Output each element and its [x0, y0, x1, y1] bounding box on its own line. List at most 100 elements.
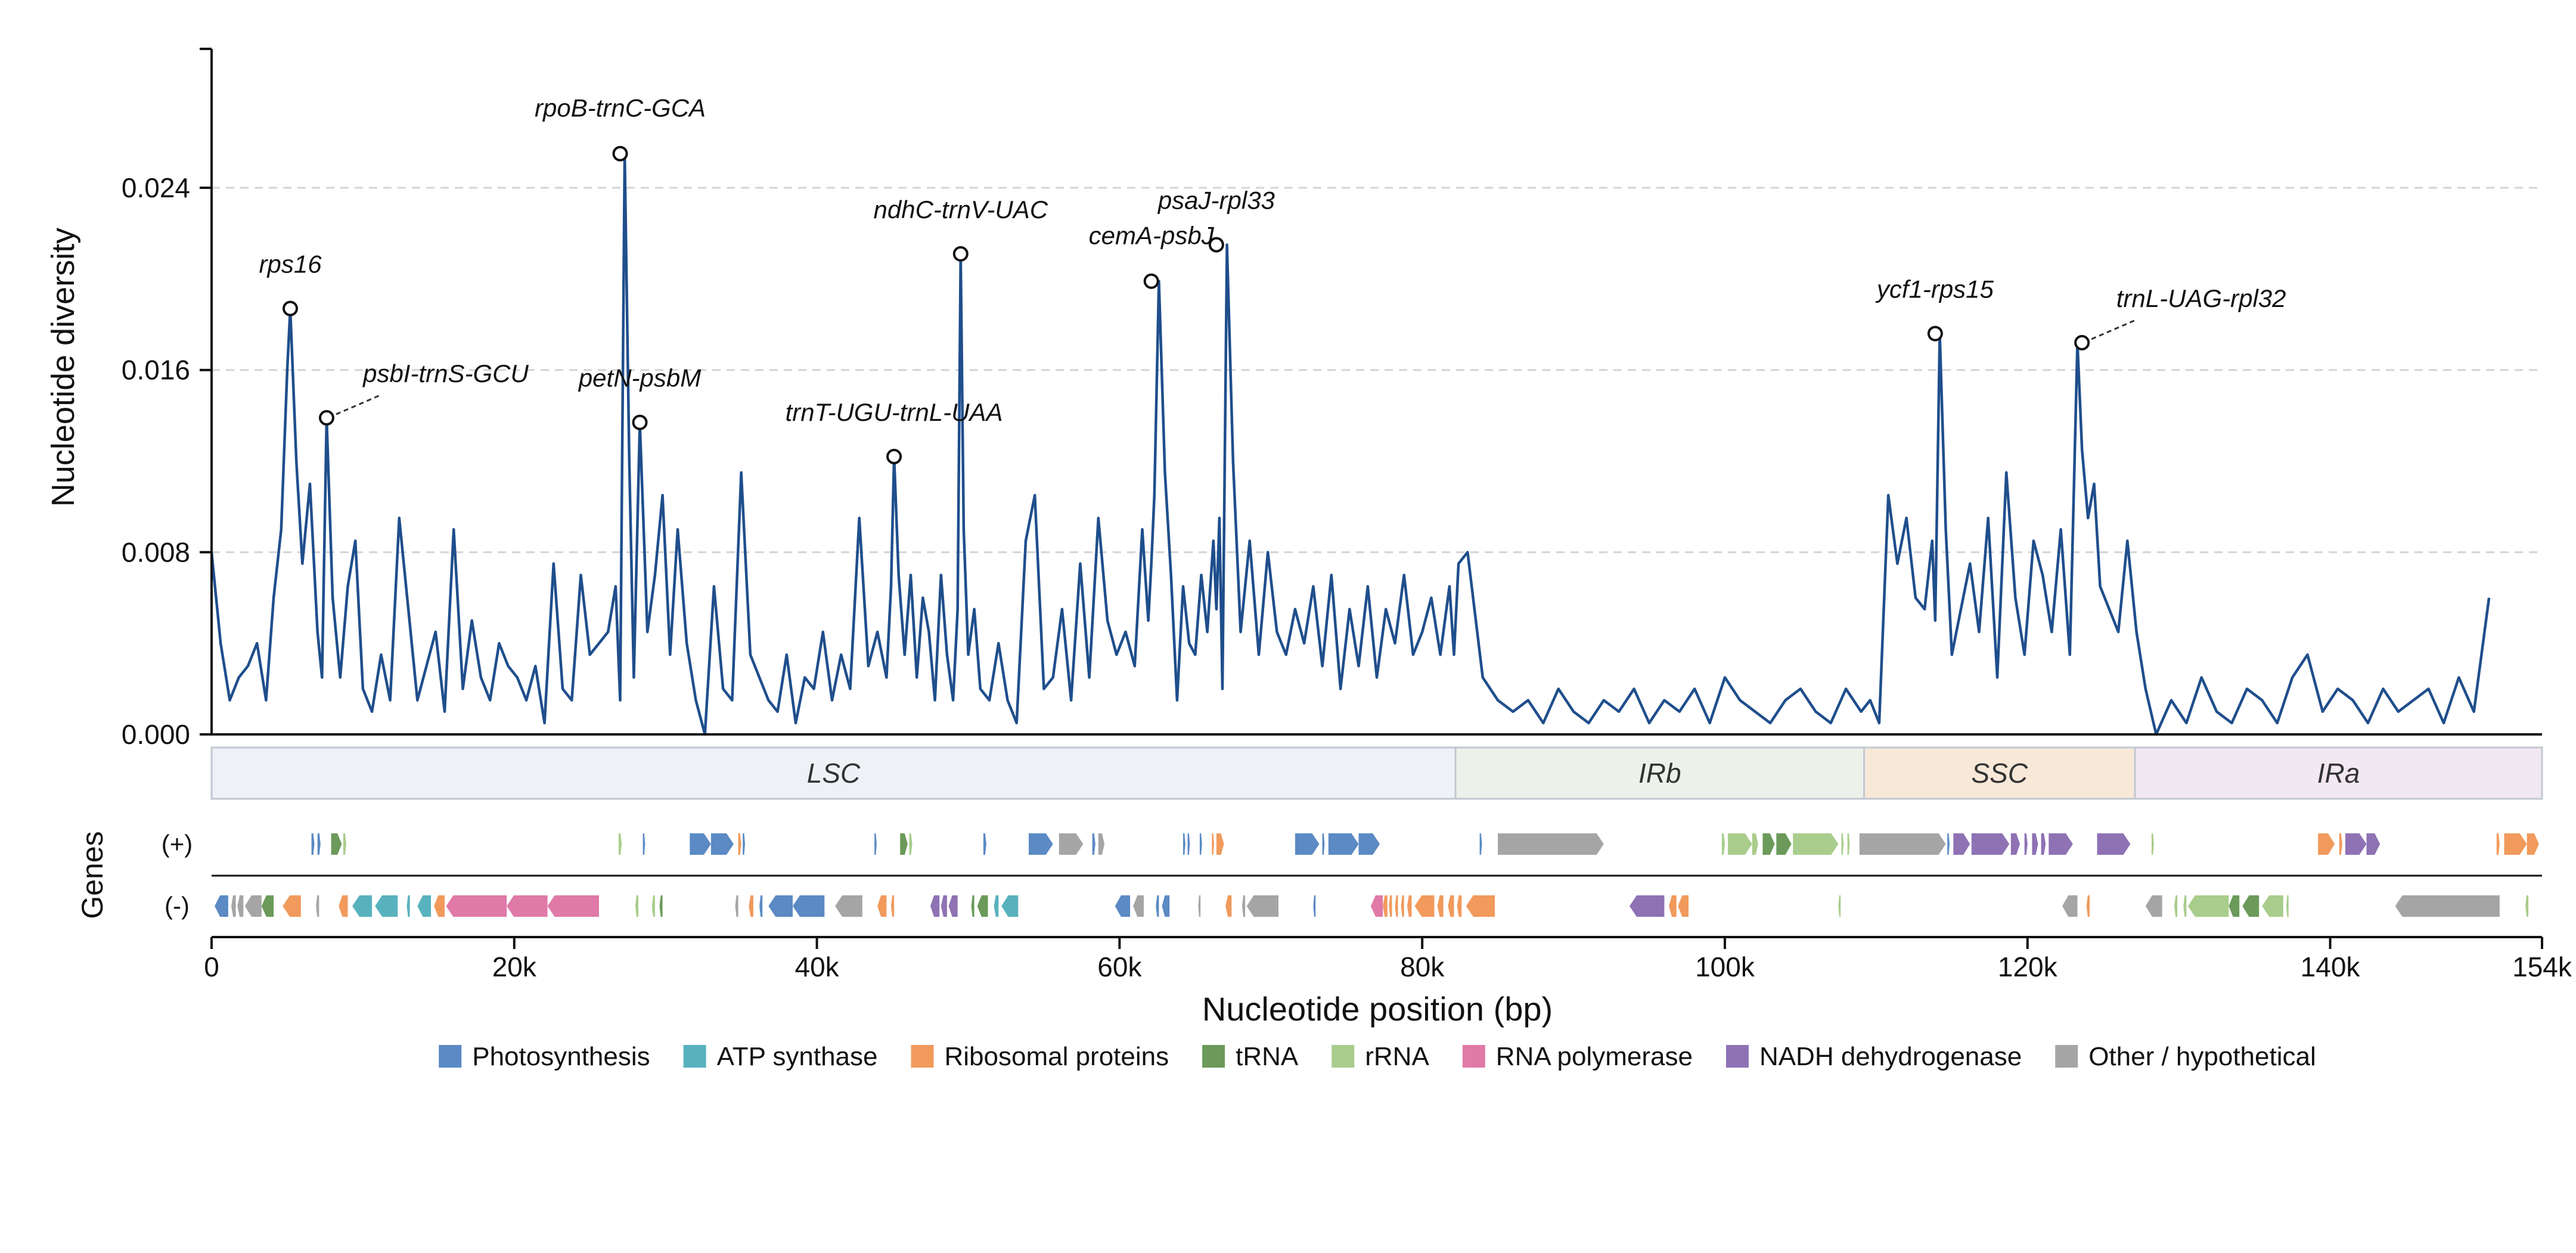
gene-block	[2010, 833, 2021, 855]
gene-block	[507, 895, 548, 917]
gene-block	[311, 833, 315, 855]
peak-leader-line	[2091, 319, 2136, 340]
gene-block	[231, 895, 236, 917]
gene-block	[1389, 895, 1392, 917]
legend-label: Ribosomal proteins	[944, 1042, 1169, 1071]
gene-block	[417, 895, 432, 917]
peak-label: trnL-UAG-rpl32	[2116, 284, 2286, 312]
gene-block	[948, 895, 958, 917]
legend: Photosynthesis ATP synthase Ribosomal prot…	[439, 1042, 2316, 1071]
gene-block	[2086, 895, 2090, 917]
gene-block	[2525, 895, 2529, 917]
gene-block	[1383, 895, 1388, 917]
gene-block	[2032, 833, 2038, 855]
gene-block	[261, 895, 274, 917]
legend-label: Other / hypothetical	[2088, 1042, 2316, 1071]
gene-block	[1029, 833, 1053, 855]
gene-block	[339, 895, 348, 917]
gene-block	[1098, 833, 1104, 855]
gene-block	[1212, 833, 1215, 855]
gene-block	[375, 895, 398, 917]
peak-marker	[318, 410, 334, 426]
region-lsc	[210, 746, 1457, 800]
gene-block	[743, 833, 745, 855]
gene-block	[1498, 833, 1604, 855]
gene-block	[2504, 833, 2527, 855]
gene-block	[352, 895, 373, 917]
legend-swatch	[1462, 1045, 1485, 1068]
gene-block	[1838, 895, 1841, 917]
peak-marker	[632, 414, 648, 430]
legend-swatch	[2055, 1045, 2078, 1068]
gene-block	[1678, 895, 1689, 917]
gene-block	[1721, 833, 1725, 855]
gene-block	[316, 895, 319, 917]
gene-block	[2345, 833, 2367, 855]
gene-block	[1133, 895, 1144, 917]
gene-block	[1001, 895, 1019, 917]
gene-block	[768, 895, 793, 917]
gene-block	[2024, 833, 2028, 855]
gene-block	[244, 895, 262, 917]
x-tick-label: 60k	[1097, 951, 1142, 982]
gene-block	[1847, 833, 1850, 855]
gene-block	[1358, 833, 1380, 855]
gene-tracks	[212, 833, 2542, 917]
gene-block	[215, 895, 228, 917]
gene-block	[2151, 833, 2154, 855]
gene-block	[900, 833, 908, 855]
y-tick-label: 0.024	[122, 172, 190, 203]
peak-marker	[952, 246, 969, 262]
legend-label: tRNA	[1236, 1042, 1299, 1071]
gene-block	[1437, 895, 1444, 917]
x-tick-label: 140k	[2301, 951, 2361, 982]
gene-block	[643, 833, 645, 855]
gene-block	[1466, 895, 1495, 917]
gene-block	[1401, 895, 1404, 917]
gene-block	[1971, 833, 2010, 855]
gene-block	[1187, 833, 1190, 855]
gene-block	[874, 833, 877, 855]
x-tick-label: 0	[204, 951, 219, 982]
gene-block	[930, 895, 940, 917]
x-tick-label: 154k	[2512, 951, 2572, 982]
gene-block	[690, 833, 711, 855]
gene-block	[2242, 895, 2260, 917]
peak-marker	[2074, 334, 2090, 351]
gene-block	[1328, 833, 1359, 855]
gene-block	[434, 895, 445, 917]
gene-block	[983, 833, 986, 855]
legend-swatch	[1332, 1045, 1355, 1068]
x-tick-label: 20k	[492, 951, 537, 982]
gene-block	[2339, 833, 2342, 855]
gene-block	[749, 895, 753, 917]
legend-label: Photosynthesis	[472, 1042, 650, 1071]
gene-block	[406, 895, 410, 917]
gene-block	[1776, 833, 1792, 855]
peak-label: psaJ-rpl33	[1157, 187, 1275, 215]
gene-block	[1630, 895, 1665, 917]
gene-block	[635, 895, 638, 917]
gene-block	[909, 833, 913, 855]
gene-block	[1225, 895, 1232, 917]
peak-markers: rps16 psbI-trnS-GCU rpoB-trnC-GCA petN-psbM…	[259, 94, 2286, 464]
gene-block	[2262, 895, 2283, 917]
gene-block	[941, 895, 947, 917]
gene-block	[2049, 833, 2073, 855]
gene-block	[2286, 895, 2289, 917]
peak-marker	[612, 145, 628, 162]
gene-block	[1953, 833, 1970, 855]
gene-block	[343, 833, 346, 855]
gene-block	[1115, 895, 1131, 917]
gene-block	[2097, 833, 2131, 855]
gene-block	[237, 895, 244, 917]
legend-swatch	[911, 1045, 934, 1068]
gene-block	[2527, 833, 2539, 855]
gene-block	[1246, 895, 1278, 917]
gene-block	[1728, 833, 1752, 855]
gene-block	[1479, 833, 1482, 855]
peak-label: rpoB-trnC-GCA	[535, 94, 706, 122]
legend-swatch	[1202, 1045, 1225, 1068]
region-label: IRb	[1638, 758, 1681, 789]
